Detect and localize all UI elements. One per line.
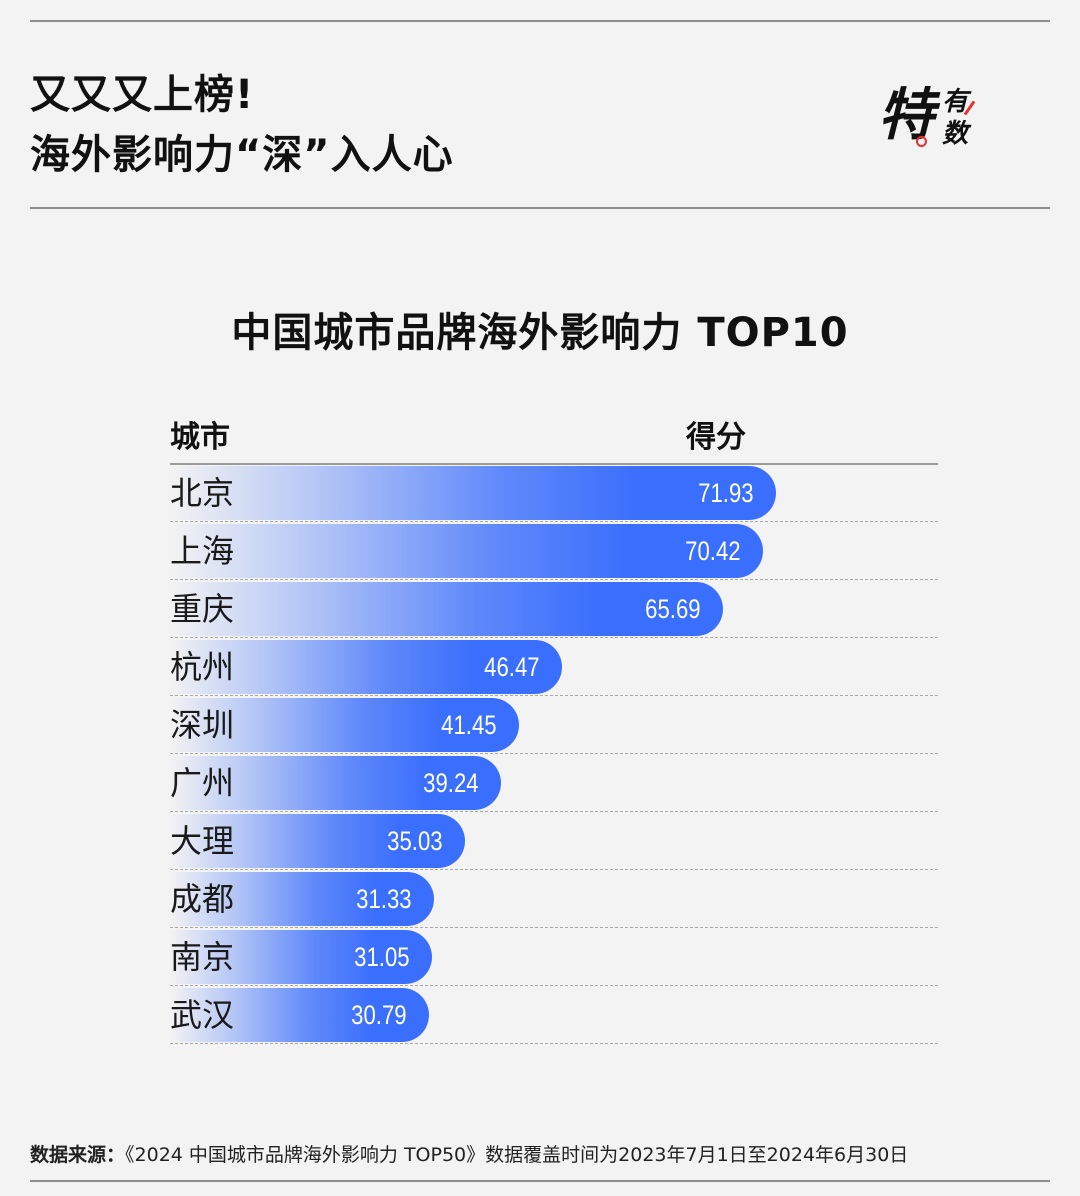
- bar-2: [170, 524, 763, 578]
- chart-title: 中国城市品牌海外影响力 TOP10: [231, 310, 849, 356]
- column-header-city: 城市: [170, 420, 230, 455]
- header-bottom-rule: [30, 207, 1050, 209]
- data-source-note: 数据来源：《2024 中国城市品牌海外影响力 TOP50》数据覆盖时间为2023…: [30, 1140, 908, 1167]
- table-row: 大理 35.03: [170, 812, 938, 870]
- table-row: 上海 70.42: [170, 522, 938, 580]
- score-label: 65.69: [645, 594, 701, 624]
- top-rule: [30, 20, 1050, 22]
- city-label: 南京: [170, 938, 235, 976]
- score-label: 39.24: [423, 768, 479, 798]
- brand-logo: 特 有 数: [878, 80, 988, 160]
- bottom-rule: [30, 1180, 1050, 1182]
- city-label: 广州: [170, 764, 235, 802]
- logo-glyph-bottom: 数: [942, 119, 969, 149]
- table-row: 重庆 65.69: [170, 580, 938, 638]
- bar-9: [170, 930, 432, 984]
- row-divider: [170, 985, 938, 986]
- bar-8: [170, 872, 434, 926]
- row-divider: [170, 811, 938, 812]
- score-label: 71.93: [698, 478, 754, 508]
- score-label: 35.03: [387, 826, 443, 856]
- page-title-line-2: 海外影响力“深”入人心: [30, 132, 454, 178]
- source-label: 数据来源：: [30, 1144, 126, 1166]
- row-divider: [170, 695, 938, 696]
- bar-6: [170, 756, 501, 810]
- table-row: 深圳 41.45: [170, 696, 938, 754]
- city-label: 深圳: [170, 706, 235, 744]
- row-divider: [170, 521, 938, 522]
- row-divider: [170, 1043, 938, 1044]
- table-row: 北京 71.93: [170, 464, 938, 522]
- logo-glyph-top: 有: [942, 87, 969, 117]
- table-header-rule: [170, 463, 938, 465]
- city-label: 杭州: [170, 648, 235, 686]
- score-label: 31.05: [354, 942, 410, 972]
- score-label: 41.45: [441, 710, 497, 740]
- score-label: 31.33: [356, 884, 412, 914]
- column-header-score: 得分: [686, 420, 746, 455]
- table-row: 杭州 46.47: [170, 638, 938, 696]
- table-row: 广州 39.24: [170, 754, 938, 812]
- city-label: 大理: [170, 822, 235, 860]
- bar-3: [170, 582, 723, 636]
- bar-4: [170, 640, 562, 694]
- source-text: 《2024 中国城市品牌海外影响力 TOP50》数据覆盖时间为2023年7月1日…: [125, 1144, 909, 1166]
- page-title-line-1: 又又又上榜!: [30, 72, 255, 118]
- bar-1: [170, 466, 776, 520]
- table-row: 南京 31.05: [170, 928, 938, 986]
- logo-magnifier-icon: [916, 136, 927, 147]
- score-label: 30.79: [351, 1000, 407, 1030]
- row-divider: [170, 579, 938, 580]
- score-label: 46.47: [484, 652, 540, 682]
- city-label: 成都: [170, 880, 235, 918]
- row-divider: [170, 927, 938, 928]
- row-divider: [170, 869, 938, 870]
- city-label: 北京: [170, 474, 235, 512]
- city-label: 武汉: [170, 996, 235, 1034]
- bar-7: [170, 814, 465, 868]
- table-row: 武汉 30.79: [170, 986, 938, 1044]
- row-divider: [170, 753, 938, 754]
- row-divider: [170, 637, 938, 638]
- score-label: 70.42: [685, 536, 741, 566]
- bar-10: [170, 988, 429, 1042]
- city-label: 上海: [170, 532, 235, 570]
- table-row: 成都 31.33: [170, 870, 938, 928]
- bar-5: [170, 698, 519, 752]
- city-label: 重庆: [170, 590, 235, 628]
